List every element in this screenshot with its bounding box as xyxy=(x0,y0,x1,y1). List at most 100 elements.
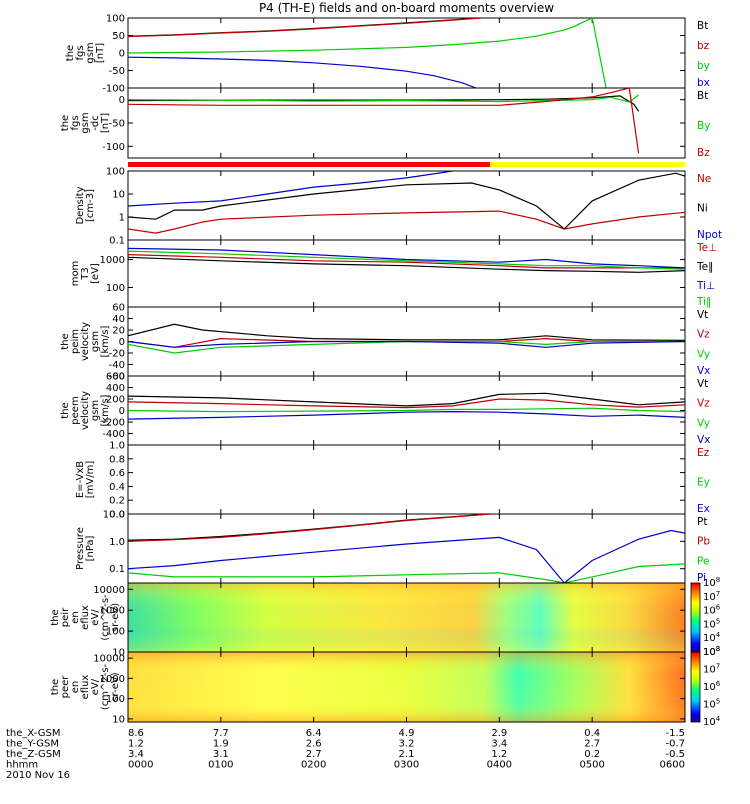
legend-entry: Pi xyxy=(697,572,706,584)
footer-value: 3.2 xyxy=(399,739,415,750)
y-axis-label: eV/ xyxy=(90,678,101,695)
legend-entry: Npot xyxy=(697,229,722,241)
y-tick-label: 1000 xyxy=(100,606,125,617)
y-tick-label: 1.0 xyxy=(109,441,125,452)
y-tick-label: 100 xyxy=(106,694,125,705)
y-axis-label: the xyxy=(50,679,61,695)
footer-value: 7.7 xyxy=(213,728,229,739)
y-tick-label: 600 xyxy=(106,372,125,383)
series-line-Vx xyxy=(128,340,685,348)
colorbar-tick-label: 107 xyxy=(703,590,720,603)
footer-value: -1.5 xyxy=(665,728,685,739)
legend-entry: Vt xyxy=(697,309,708,321)
footer-value: 0.2 xyxy=(584,749,600,760)
y-axis-label: en xyxy=(70,681,81,694)
series-line-Ni xyxy=(128,172,685,230)
footer-value: -0.5 xyxy=(665,749,685,760)
y-tick-label: 100 xyxy=(106,627,125,638)
panel-frame xyxy=(127,513,686,584)
colorbar-tick-label: 108 xyxy=(703,576,720,589)
footer-value: 8.6 xyxy=(128,728,144,739)
legend-entry: bz xyxy=(697,40,710,52)
series-line-Ne xyxy=(128,210,685,234)
legend-entry: Ti‖ xyxy=(696,296,711,308)
y-axis-label: [eV] xyxy=(90,263,101,284)
y-axis-label: [km/s] xyxy=(100,394,111,426)
series-line-Vy xyxy=(128,407,685,413)
panel-frame xyxy=(127,17,686,89)
y-axis-label: (cm^2-s- xyxy=(100,594,111,641)
series-line-bx xyxy=(128,56,477,88)
y-tick-label: 0 xyxy=(119,337,125,348)
y-axis-label: the xyxy=(65,45,76,61)
y-tick-label: 0.8 xyxy=(109,454,125,465)
series-line-Vx xyxy=(128,410,685,420)
y-axis-label: the xyxy=(60,333,71,349)
series-line-Bz xyxy=(128,88,640,154)
legend-entry: Vx xyxy=(697,434,710,446)
y-axis-label: velocity xyxy=(80,322,91,361)
footer-value: 3.4 xyxy=(491,739,507,750)
y-axis-label: fgs xyxy=(70,115,81,130)
panel-pressure: 0.1 1.0 10.0 Pressure [nPa] Pt Pb Pe Pi xyxy=(75,510,710,585)
y-axis-label: gsm xyxy=(85,42,96,63)
mode-bar-red xyxy=(128,162,491,167)
footer-value: 2.1 xyxy=(399,749,415,760)
y-axis-label: [cm-3] xyxy=(85,189,96,222)
y-axis-label: peer xyxy=(60,675,71,699)
heatmap-shade xyxy=(128,652,685,722)
y-axis-label: the xyxy=(60,115,71,131)
legend-entry: Vt xyxy=(697,378,708,390)
y-axis-label: [nPa] xyxy=(85,535,96,561)
legend-entry: Vx xyxy=(697,365,710,377)
y-tick-label: 100 xyxy=(106,283,125,294)
footer-value: 0000 xyxy=(128,760,153,771)
y-axis-label: (cm^2-s- xyxy=(100,663,111,710)
colorbar xyxy=(690,651,701,723)
series-group xyxy=(128,88,640,154)
series-line-Pi xyxy=(128,529,685,583)
footer-value: 2.7 xyxy=(306,749,322,760)
footer-date: 2010 Nov 16 xyxy=(6,770,70,781)
y-axis-label: the xyxy=(60,402,71,418)
series-group xyxy=(128,18,607,88)
series-group xyxy=(128,323,685,354)
series-line-Vt xyxy=(128,392,685,407)
y-axis-label: sr-eV) xyxy=(110,603,121,632)
y-tick-label: 10000 xyxy=(93,654,125,665)
y-axis-label: E=-VxB xyxy=(75,461,86,498)
legend-entry: Ne xyxy=(697,173,711,185)
footer-value: 2.6 xyxy=(306,739,322,750)
y-axis-label: gsm xyxy=(90,400,101,421)
footer-value: 3.4 xyxy=(128,749,144,760)
y-tick-label: -50 xyxy=(109,119,125,130)
series-group xyxy=(128,392,685,420)
panel-fgs: -100 -50 0 50 100 the fgs gsm [nT] Bt bz by bx xyxy=(65,14,710,95)
y-tick-label: -60 xyxy=(109,372,125,383)
legend-entry: bx xyxy=(697,77,710,89)
y-tick-label: 50 xyxy=(112,31,125,42)
y-axis-label: -dc xyxy=(90,115,101,130)
y-tick-label: 0 xyxy=(119,406,125,417)
y-tick-label: 1000 xyxy=(100,674,125,685)
series-line-Ti‖ xyxy=(128,250,685,270)
legend-entry: Vz xyxy=(697,329,710,341)
y-tick-label: 1 xyxy=(119,213,125,224)
y-tick-label: 0.4 xyxy=(109,482,125,493)
y-tick-label: 0.6 xyxy=(109,468,125,479)
panel-density: 0.1 1 10 100 Density [cm-3] Ne Ni Npot xyxy=(75,167,722,247)
colorbar-tick-label: 106 xyxy=(703,604,721,617)
legend-entry: Ey xyxy=(697,477,710,489)
heatmap-shade xyxy=(128,583,685,652)
y-axis-label: eflux xyxy=(80,675,91,700)
legend-entry: Bt xyxy=(697,90,708,102)
y-axis-label: sr-eV) xyxy=(110,672,121,701)
y-axis-label: peim xyxy=(70,329,81,354)
y-tick-label: -100 xyxy=(102,142,125,153)
legend-entry: by xyxy=(697,60,710,72)
y-tick-label: 0 xyxy=(119,49,125,60)
y-axis-label: peir xyxy=(60,607,71,627)
